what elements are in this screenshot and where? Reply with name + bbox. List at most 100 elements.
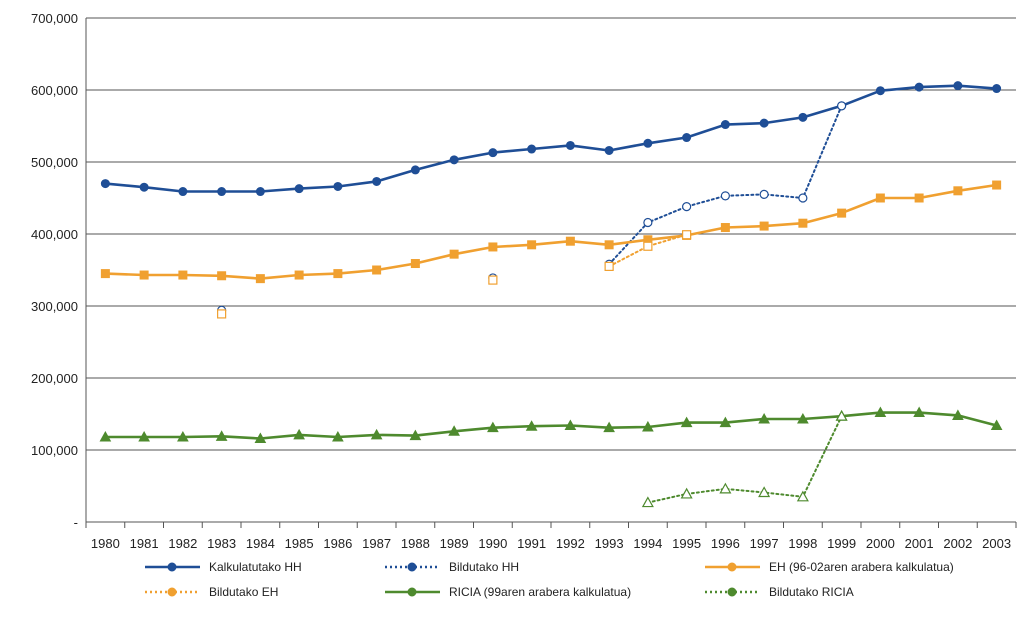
x-tick-label: 2002 — [943, 536, 972, 551]
series-group — [99, 81, 1003, 508]
legend-item: Bildutako RICIA — [705, 585, 854, 599]
data-point — [604, 145, 614, 155]
data-point — [604, 261, 614, 271]
y-tick-label: 500,000 — [31, 155, 78, 170]
legend-swatch-marker — [727, 562, 737, 572]
data-point — [565, 140, 575, 150]
data-point — [525, 420, 538, 431]
data-point — [448, 425, 460, 436]
data-point — [798, 218, 808, 228]
data-point — [177, 431, 189, 442]
x-tick-label: 1997 — [750, 536, 779, 551]
y-tick-label: - — [74, 515, 78, 530]
legend: Kalkulatutako HH Bildutako HH EH (96-02are… — [145, 560, 954, 599]
series-4 — [99, 406, 1003, 443]
data-point — [952, 409, 964, 420]
data-point — [758, 413, 770, 424]
data-point — [488, 148, 498, 158]
data-point — [835, 409, 848, 421]
data-point — [798, 112, 808, 122]
data-point — [643, 138, 653, 148]
data-point — [875, 86, 885, 96]
data-point — [682, 230, 692, 240]
legend-label: Bildutako RICIA — [769, 585, 854, 599]
data-point — [332, 431, 344, 442]
y-tick-label: 700,000 — [31, 11, 78, 26]
x-tick-label: 2001 — [905, 536, 934, 551]
legend-label: Bildutako HH — [449, 560, 519, 574]
series-3 — [217, 230, 692, 319]
x-tick-label: 1996 — [711, 536, 740, 551]
data-point — [719, 416, 732, 428]
series-1 — [217, 101, 847, 315]
x-tick-label: 1982 — [168, 536, 197, 551]
series-line — [104, 84, 998, 193]
data-point — [642, 420, 654, 432]
data-point — [255, 274, 265, 284]
data-point — [797, 413, 809, 424]
data-point — [100, 179, 110, 189]
data-point — [798, 193, 808, 203]
data-point — [215, 430, 228, 441]
x-tick-label: 1989 — [440, 536, 469, 551]
y-tick-label: 400,000 — [31, 227, 78, 242]
gridlines — [86, 17, 1016, 451]
legend-label: Bildutako EH — [209, 585, 278, 599]
legend-swatch-marker — [407, 562, 417, 572]
series-line — [104, 411, 998, 440]
data-point — [680, 487, 693, 499]
data-point — [217, 271, 227, 281]
data-point — [178, 270, 188, 280]
data-point — [217, 309, 227, 319]
data-point — [641, 496, 654, 508]
data-point — [720, 191, 730, 201]
x-tick-label: 1983 — [207, 536, 236, 551]
axes: - 100,000 200,000 300,000 400,000 500,000 600,… — [31, 11, 1017, 551]
legend-swatch-marker — [167, 562, 177, 572]
data-point — [410, 259, 420, 269]
data-point — [992, 180, 1002, 190]
data-point — [913, 406, 925, 418]
x-tick-label: 1988 — [401, 536, 430, 551]
data-point — [139, 182, 149, 192]
series-5 — [641, 409, 848, 508]
series-line — [608, 233, 688, 268]
data-point — [604, 240, 614, 250]
legend-item: EH (96-02aren arabera kalkulatua) — [705, 560, 954, 574]
data-point — [564, 419, 577, 431]
data-point — [759, 118, 769, 128]
data-point — [643, 241, 653, 251]
data-point — [372, 265, 382, 275]
data-point — [370, 428, 383, 440]
data-point — [294, 184, 304, 194]
data-point — [643, 217, 653, 228]
x-tick-label: 1990 — [478, 536, 507, 551]
x-tick-label: 2003 — [982, 536, 1011, 551]
legend-swatch-marker — [727, 587, 737, 597]
data-point — [409, 429, 422, 441]
legend-swatch-marker — [407, 587, 417, 597]
data-point — [333, 269, 343, 279]
legend-label: EH (96-02aren arabera kalkulatua) — [769, 560, 954, 574]
data-point — [565, 236, 575, 246]
y-tick-label: 200,000 — [31, 371, 78, 386]
legend-label: RICIA (99aren arabera kalkulatua) — [449, 585, 631, 599]
data-point — [914, 82, 924, 92]
x-tick-label: 1980 — [91, 536, 120, 551]
data-point — [759, 221, 769, 231]
data-point — [914, 193, 924, 203]
data-point — [217, 187, 227, 197]
data-point — [719, 482, 732, 494]
y-tick-label: 300,000 — [31, 299, 78, 314]
x-tick-label: 1995 — [672, 536, 701, 551]
data-point — [682, 202, 692, 212]
x-tick-label: 1981 — [130, 536, 159, 551]
x-tick-label: 2000 — [866, 536, 895, 551]
data-point — [680, 416, 693, 428]
legend-item: Bildutako HH — [385, 560, 519, 574]
data-point — [875, 193, 885, 203]
data-point — [333, 181, 343, 191]
x-tick-label: 1986 — [323, 536, 352, 551]
data-point — [720, 223, 730, 233]
data-point — [488, 275, 498, 285]
